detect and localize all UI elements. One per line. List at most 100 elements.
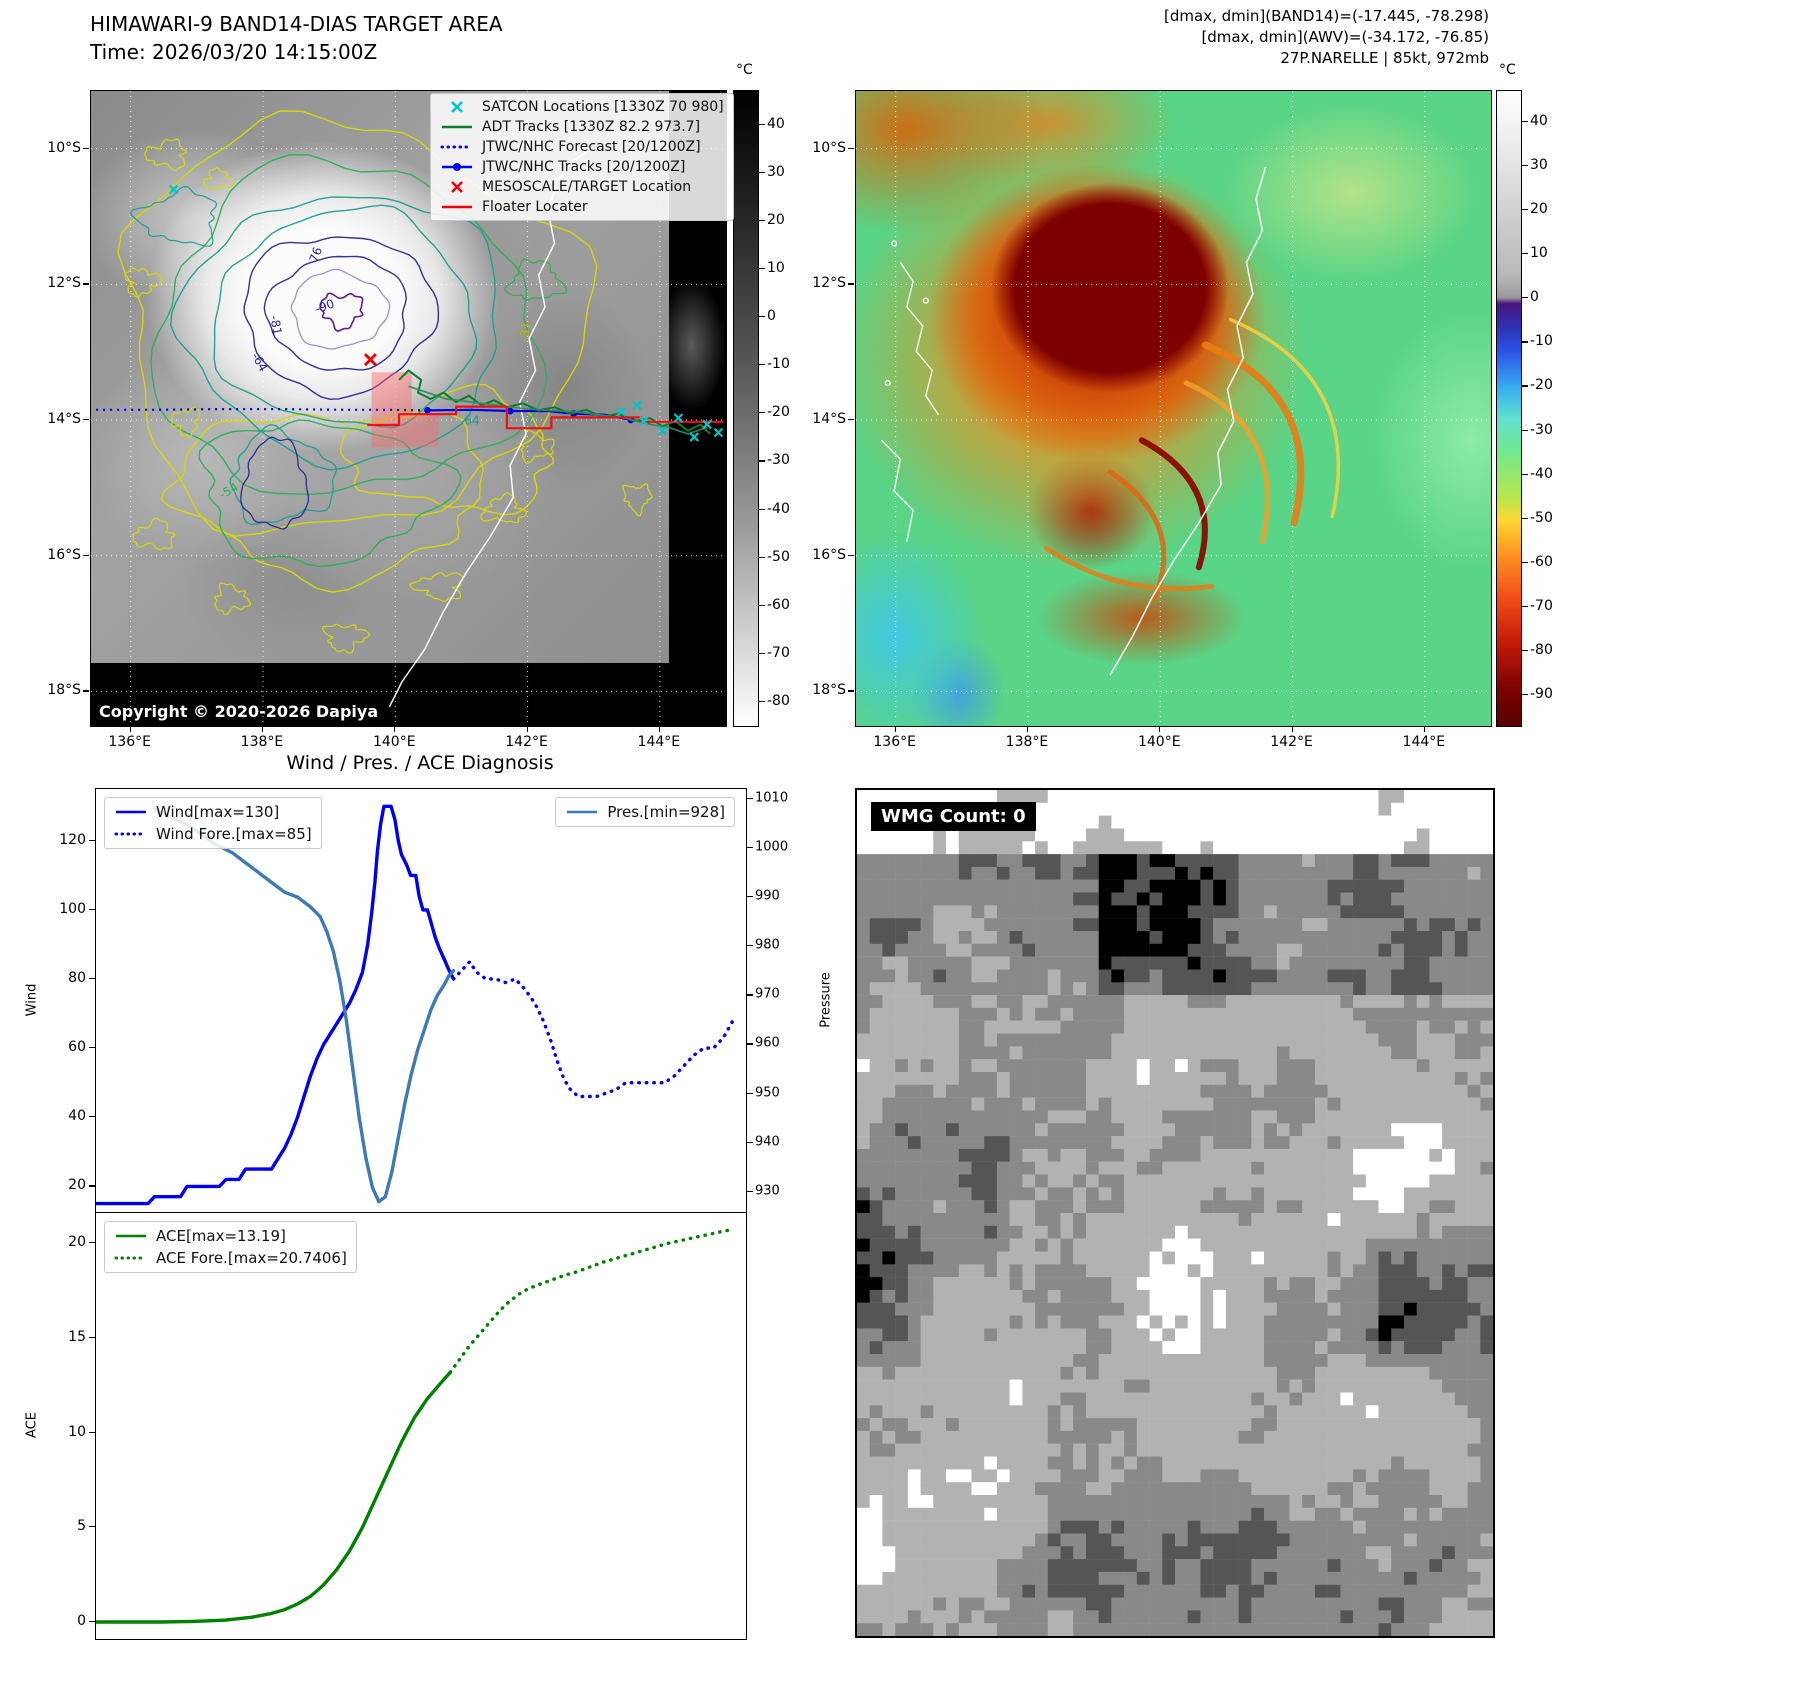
- wmg-cell: [933, 1456, 947, 1470]
- wmg-cell: [1365, 1161, 1379, 1175]
- wmg-cell: [920, 1341, 934, 1355]
- wmg-cell: [1429, 1456, 1443, 1470]
- wmg-cell: [1454, 905, 1468, 919]
- wmg-cell: [1378, 1328, 1392, 1342]
- wmg-cell: [882, 1533, 896, 1547]
- wmg-cell: [869, 1482, 883, 1496]
- wmg-cell: [1429, 1392, 1443, 1406]
- wmg-cell: [946, 1110, 959, 1124]
- wmg-cell: [1442, 1302, 1456, 1316]
- wmg-cell: [1251, 1238, 1265, 1252]
- wmg-cell: [1098, 1238, 1112, 1252]
- wmg-cell: [895, 1546, 909, 1560]
- wmg-cell: [984, 1238, 998, 1252]
- wmg-cell: [958, 1405, 972, 1419]
- wmg-cell: [1238, 1469, 1252, 1483]
- wmg-cell: [1149, 995, 1163, 1009]
- wmg-cell: [1454, 1341, 1468, 1355]
- wmg-cell: [1251, 1405, 1265, 1419]
- wmg-cell: [1467, 1007, 1481, 1021]
- wmg-cell: [1187, 1366, 1201, 1380]
- wmg-cell: [1327, 1072, 1341, 1085]
- wmg-cell: [1442, 1597, 1456, 1611]
- wmg-cell: [1302, 1443, 1316, 1457]
- wmg-cell: [1060, 892, 1074, 906]
- wmg-cell: [1327, 1059, 1341, 1073]
- wmg-cell: [920, 1469, 934, 1483]
- wmg-cell: [1276, 1084, 1290, 1098]
- wmg-cell: [1060, 879, 1074, 893]
- wmg-cell: [1429, 1546, 1443, 1560]
- wmg-cell: [1302, 815, 1316, 829]
- wmg-cell: [1111, 815, 1125, 829]
- wmg-cell: [1073, 790, 1087, 803]
- wmg-cell: [869, 1597, 883, 1611]
- wmg-cell: [946, 1097, 959, 1111]
- wmg-cell: [1302, 828, 1316, 842]
- wmg-cell: [1035, 1405, 1049, 1419]
- wmg-cell: [1416, 1315, 1430, 1329]
- wmg-cell: [1276, 1110, 1290, 1124]
- wmg-cell: [984, 1033, 998, 1047]
- awv-header-line2: [dmax, dmin](AWV)=(-34.172, -76.85): [1201, 28, 1489, 46]
- wmg-cell: [882, 1084, 896, 1098]
- wmg-cell: [1175, 790, 1188, 803]
- wmg-cell: [1314, 1366, 1328, 1380]
- wmg-cell: [1429, 931, 1443, 944]
- wmg-cell: [1467, 1315, 1481, 1329]
- wmg-cell: [1149, 1520, 1163, 1534]
- wmg-cell: [1098, 866, 1112, 880]
- wmg-cell: [1124, 1328, 1138, 1342]
- wmg-cell: [1314, 828, 1328, 842]
- wmg-cell: [1302, 1495, 1316, 1508]
- wmg-cell: [1302, 1097, 1316, 1111]
- wmg-cell: [1251, 918, 1265, 932]
- wmg-cell: [1111, 1161, 1125, 1175]
- cloud-band: [1228, 317, 1341, 519]
- wmg-cell: [907, 1084, 921, 1098]
- wmg-cell: [1454, 982, 1468, 996]
- wmg-cell: [1035, 1495, 1049, 1508]
- wmg-cell: [1022, 1328, 1036, 1342]
- wmg-cell: [1136, 802, 1150, 816]
- wmg-cell: [857, 1559, 870, 1573]
- wmg-cell: [1047, 1020, 1061, 1034]
- wmg-cell: [1429, 905, 1443, 919]
- wmg-cell: [1454, 956, 1468, 970]
- wmg-cell: [1365, 854, 1379, 868]
- wmg-cell: [946, 1187, 959, 1201]
- wmg-cell: [1022, 1571, 1036, 1585]
- wmg-cell: [1340, 1571, 1354, 1585]
- wmg-cell: [1480, 1084, 1493, 1098]
- wmg-cell: [1187, 1315, 1201, 1329]
- wmg-cell: [1136, 1315, 1150, 1329]
- wmg-cell: [1480, 1379, 1493, 1393]
- wmg-cell: [1264, 1623, 1277, 1636]
- wmg-cell: [1009, 1571, 1023, 1585]
- wmg-cell: [1098, 1482, 1112, 1496]
- wmg-cell: [1327, 1571, 1341, 1585]
- wmg-cell: [1416, 969, 1430, 983]
- wmg-cell: [1086, 931, 1099, 944]
- wmg-cell: [1365, 879, 1379, 893]
- wmg-cell: [1060, 1495, 1074, 1508]
- wmg-cell: [907, 969, 921, 983]
- wmg-cell: [1302, 1174, 1316, 1188]
- wmg-cell: [1264, 943, 1277, 957]
- wmg-cell: [882, 892, 896, 906]
- wmg-cell: [1429, 1123, 1443, 1137]
- wmg-cell: [1302, 1623, 1316, 1636]
- wmg-cell: [933, 790, 947, 803]
- wmg-panel: WMG Count: 0: [855, 788, 1495, 1638]
- wmg-cell: [1416, 854, 1430, 868]
- wmg-cell: [857, 1059, 870, 1073]
- wmg-cell: [907, 982, 921, 996]
- wmg-cell: [984, 1354, 998, 1367]
- wmg-cell: [1302, 943, 1316, 957]
- wmg-cell: [1047, 905, 1061, 919]
- wmg-cell: [1060, 1392, 1074, 1406]
- wmg-cell: [933, 931, 947, 944]
- wmg-cell: [1035, 866, 1049, 880]
- wmg-cell: [1047, 1507, 1061, 1521]
- wmg-cell: [1264, 815, 1277, 829]
